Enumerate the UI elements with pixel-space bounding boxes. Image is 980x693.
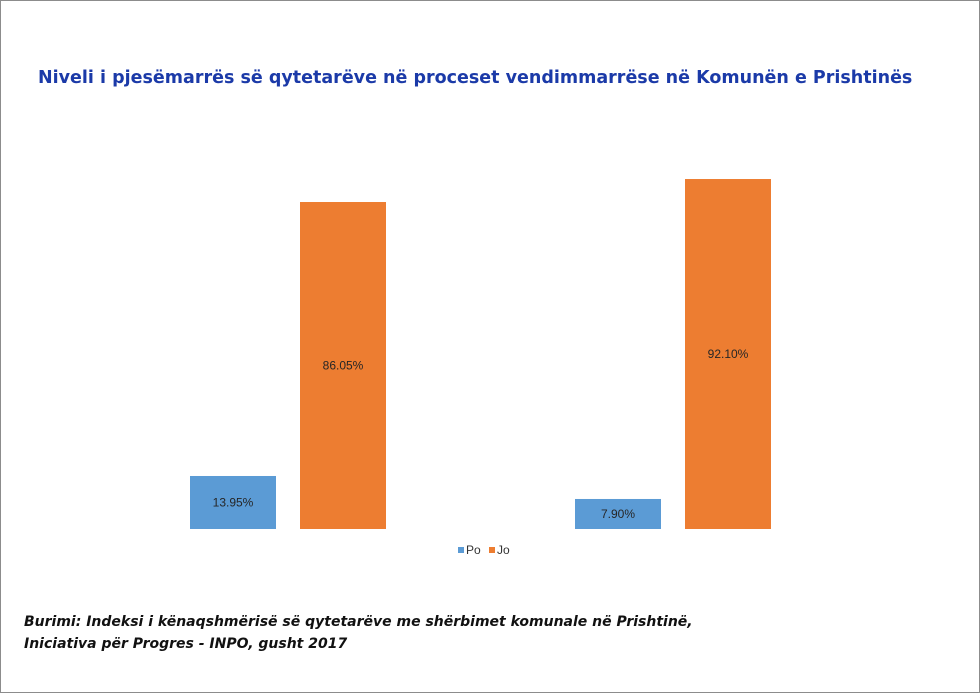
legend-swatch-po (458, 547, 464, 553)
data-label-jo-1: 86.05% (323, 359, 364, 373)
source-note: Burimi: Indeksi i kënaqshmërisë së qytet… (24, 611, 693, 655)
legend-swatch-jo (489, 547, 495, 553)
data-label-po-2: 7.90% (601, 507, 635, 521)
chart-title: Niveli i pjesëmarrës së qytetarëve në pr… (38, 68, 913, 88)
bar-po-1 (190, 475, 276, 529)
source-line-2: Iniciativa për Progres - INPO, gusht 201… (24, 636, 348, 652)
legend-label-po: Po (466, 543, 481, 557)
bar-po-2 (575, 498, 661, 529)
source-line-1: Burimi: Indeksi i kënaqshmërisë së qytet… (24, 614, 693, 630)
data-label-jo-2: 92.10% (708, 347, 749, 361)
legend-label-jo: Jo (497, 543, 510, 557)
bar-jo-1 (300, 202, 386, 529)
data-label-po-1: 13.95% (213, 495, 254, 509)
bar-jo-2 (685, 179, 771, 529)
